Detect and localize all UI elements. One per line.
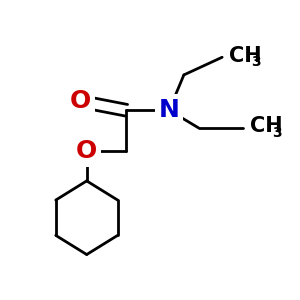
Text: N: N [159, 98, 180, 122]
Text: O: O [76, 140, 97, 164]
Text: 3: 3 [272, 126, 282, 140]
Text: CH: CH [250, 116, 283, 136]
Text: 3: 3 [252, 55, 261, 69]
Text: O: O [70, 89, 92, 113]
Text: CH: CH [230, 46, 262, 66]
